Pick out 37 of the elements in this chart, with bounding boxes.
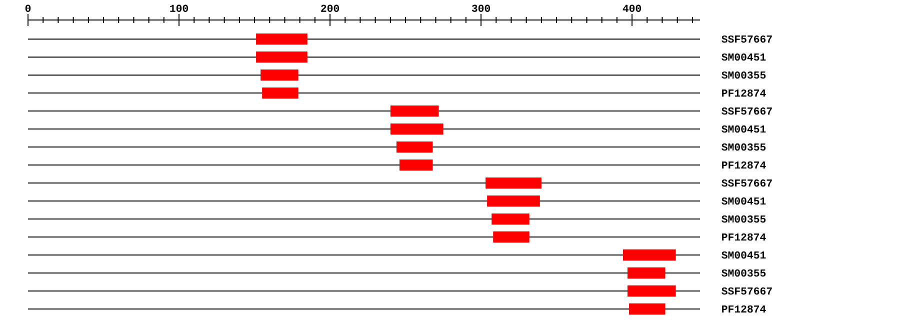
bar <box>487 195 540 207</box>
y-tick-label: SM00355 <box>722 215 766 223</box>
bar <box>492 213 530 225</box>
y-tick-label: SSF57667 <box>722 35 772 43</box>
y-tick-label: PF12874 <box>722 161 766 169</box>
y-tick-label: SM00451 <box>722 53 766 61</box>
y-tick-label: PF12874 <box>722 89 766 97</box>
y-tick-label: SSF57667 <box>722 107 772 115</box>
x-tick-label: 200 <box>321 4 340 12</box>
x-tick-label: 300 <box>472 4 490 12</box>
y-tick-label: PF12874 <box>722 305 766 313</box>
y-tick-label: SM00451 <box>722 251 766 259</box>
bar <box>256 33 308 45</box>
bar <box>622 249 676 261</box>
bar <box>629 303 666 315</box>
bar <box>390 105 439 117</box>
bar <box>260 69 298 81</box>
y-tick-label: SSF57667 <box>722 287 772 295</box>
y-tick-label: SM00355 <box>722 71 766 79</box>
y-tick-label: SSF57667 <box>722 179 772 187</box>
y-tick-label: SM00451 <box>722 197 766 205</box>
bar <box>628 267 666 279</box>
y-tick-label: SM00355 <box>722 269 766 277</box>
bar <box>486 177 542 189</box>
bar <box>390 123 444 135</box>
y-tick-label: PF12874 <box>722 233 766 241</box>
bar <box>256 51 308 63</box>
bar <box>628 285 676 297</box>
x-tick-label: 0 <box>25 4 31 12</box>
bar <box>493 231 530 243</box>
bar <box>262 87 298 99</box>
y-tick-label: SM00355 <box>722 143 766 151</box>
bar <box>399 159 433 171</box>
x-tick-label: 400 <box>622 4 642 12</box>
bar <box>396 141 433 153</box>
y-tick-label: SM00451 <box>722 125 766 133</box>
x-tick-label: 100 <box>170 4 188 12</box>
